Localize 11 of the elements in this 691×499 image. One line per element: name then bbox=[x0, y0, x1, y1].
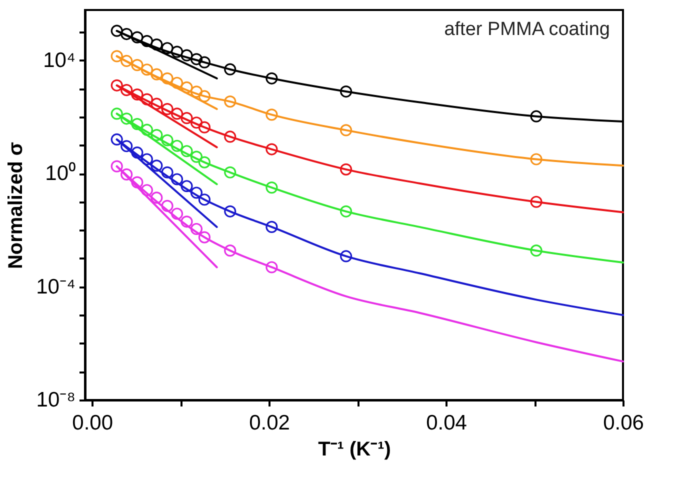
x-tick-label: 0.00 bbox=[72, 412, 114, 434]
y-tick-label: 10⁻⁸ bbox=[36, 388, 76, 412]
y-axis-title: Normalized σ bbox=[5, 142, 28, 270]
x-axis-title: T⁻¹ (K⁻¹) bbox=[318, 438, 391, 460]
y-tick-label: 10⁴ bbox=[43, 48, 76, 72]
x-tick-label: 0.06 bbox=[603, 412, 644, 434]
annotation: after PMMA coating bbox=[444, 19, 610, 40]
x-tick-label: 0.02 bbox=[249, 412, 290, 434]
y-tick-label: 10⁰ bbox=[45, 162, 76, 186]
x-tick-label: 0.04 bbox=[426, 412, 468, 434]
y-tick-label: 10⁻⁴ bbox=[36, 275, 76, 298]
